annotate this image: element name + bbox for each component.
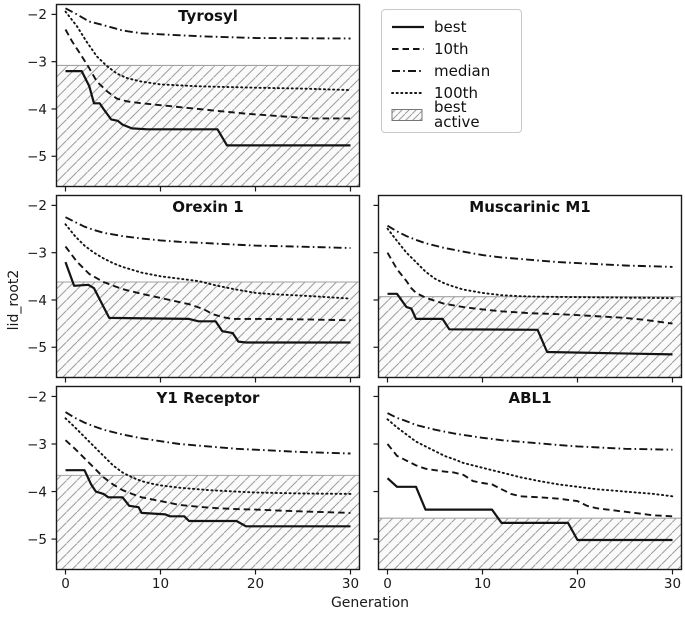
subplot-title: Y1 Receptor [156, 389, 261, 407]
x-tick-label: 0 [61, 576, 70, 592]
legend-label: 100th [434, 83, 479, 102]
100th-line [64, 10, 352, 92]
10th-line [64, 29, 351, 120]
subplot-tyrosyl: −2 −3 −4 −5 Tyrosyl [27, 3, 361, 192]
subplot-title: Tyrosyl [178, 7, 238, 25]
best-active-region [378, 296, 682, 378]
dashed-line-icon [392, 48, 424, 50]
best-line [64, 261, 351, 344]
best-line [65, 469, 351, 528]
100th-line [386, 227, 674, 300]
100th-line [64, 417, 352, 495]
subplot-abl1: 0 10 20 30 ABL1 [373, 385, 683, 592]
axes-frame [377, 385, 683, 571]
10th-line [386, 443, 673, 518]
y-tick-label: −2 [27, 389, 47, 405]
100th-line [386, 418, 674, 498]
axes-frame [55, 194, 361, 379]
legend-item-100th: 100th [391, 82, 513, 104]
median-line [387, 224, 673, 268]
x-tick-label: 10 [152, 576, 169, 592]
y-tick-label: −5 [27, 532, 47, 548]
best-line [386, 477, 673, 542]
x-axis-label: Generation [330, 595, 410, 611]
legend-label: median [434, 61, 491, 80]
10th-line [64, 245, 351, 322]
best-active-region [56, 65, 360, 187]
y-tick-label: −3 [27, 245, 47, 261]
axes-frame [377, 194, 683, 379]
x-tick-label: 30 [664, 576, 681, 592]
y-tick-label: −2 [27, 198, 47, 214]
median-line [65, 411, 351, 455]
solid-line-icon [392, 25, 424, 29]
subplot-orexin-1: −2 −3 −4 −5 Orexin 1 [27, 194, 361, 383]
y-tick-label: −4 [27, 102, 47, 118]
legend: best 10th median 100th best active [381, 9, 522, 133]
legend-label: best active [434, 98, 480, 131]
legend-item-best-active: best active [391, 100, 513, 130]
y-tick-label: −2 [27, 7, 47, 23]
x-tick-label: 20 [247, 576, 264, 592]
subplot-title: ABL1 [508, 389, 551, 407]
y-tick-label: −5 [27, 149, 47, 165]
legend-rows: best 10th median 100th best active [391, 16, 513, 130]
legend-label: 10th [434, 39, 469, 58]
y-tick-label: −5 [27, 340, 47, 356]
legend-item-median: median [391, 60, 513, 82]
y-tick-label: −4 [27, 484, 47, 500]
legend-item-10th: 10th [391, 38, 513, 60]
10th-line [64, 439, 351, 514]
best-active-region [378, 518, 682, 570]
dotted-line-icon [391, 92, 425, 94]
x-tick-label: 20 [569, 576, 586, 592]
legend-label: best [434, 17, 467, 36]
x-tick-label: 30 [342, 576, 359, 592]
y-tick-label: −4 [27, 293, 47, 309]
subplot-title: Orexin 1 [172, 198, 243, 216]
median-line [387, 412, 673, 451]
subplot-title: Muscarinic M1 [469, 198, 590, 216]
chart-canvas: −2 −3 −4 −5 Orexin 1 [27, 194, 361, 383]
x-tick-label: 10 [474, 576, 491, 592]
y-tick-label: −3 [27, 437, 47, 453]
dashdot-line-icon [392, 70, 424, 72]
chart-canvas: 0 10 20 30 −2 −3 −4 −5 Y1 Receptor [27, 385, 361, 592]
median-line [65, 7, 351, 40]
10th-line [386, 252, 673, 325]
best-line [387, 292, 673, 356]
best-line [65, 70, 351, 147]
axes-frame [55, 3, 361, 188]
subplot-y1-receptor: 0 10 20 30 −2 −3 −4 −5 Y1 Receptor [27, 385, 361, 592]
hatch-swatch-icon [391, 109, 423, 121]
chart-canvas: −2 −3 −4 −5 Tyrosyl [27, 3, 361, 192]
x-tick-label: 0 [383, 576, 392, 592]
y-axis-label: lid_root2 [6, 269, 22, 331]
best-active-region [56, 475, 360, 570]
best-active-region [56, 282, 360, 378]
100th-line [64, 223, 352, 300]
chart-canvas: 0 10 20 30 ABL1 [373, 385, 683, 592]
chart-canvas: Muscarinic M1 [373, 194, 683, 383]
subplot-muscarinic-m1: Muscarinic M1 [373, 194, 683, 383]
median-line [65, 216, 351, 249]
y-tick-label: −3 [27, 54, 47, 70]
legend-item-best: best [391, 16, 513, 38]
axes-frame [55, 385, 361, 571]
